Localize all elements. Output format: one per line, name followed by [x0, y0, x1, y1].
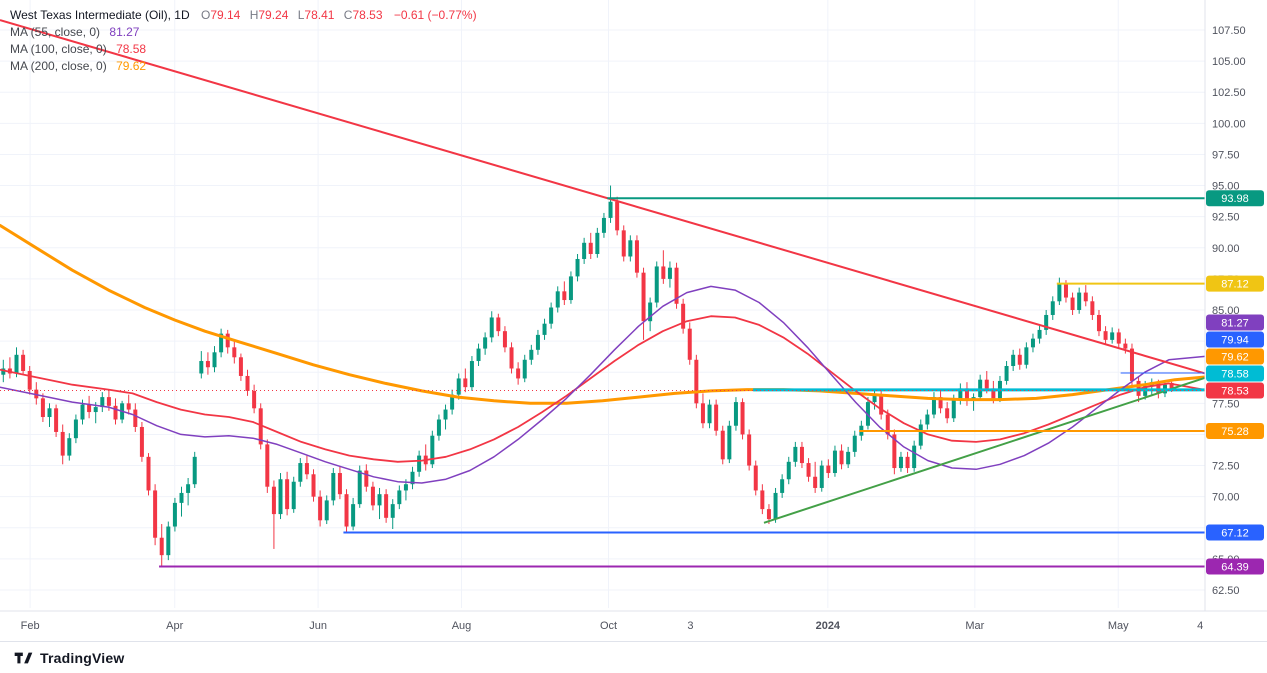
chart-legend: West Texas Intermediate (Oil), 1D O79.14…: [10, 7, 483, 75]
svg-text:64.39: 64.39: [1221, 561, 1249, 573]
price-tick: 92.50: [1212, 212, 1240, 224]
time-tick: Apr: [166, 620, 183, 632]
time-tick: Mar: [965, 620, 984, 632]
price-badge-79.94: [1206, 331, 1264, 348]
price-badge-78.58: [1206, 365, 1264, 382]
svg-text:78.53: 78.53: [1221, 386, 1249, 398]
price-tick: 70.00: [1212, 492, 1240, 504]
svg-text:87.12: 87.12: [1221, 279, 1249, 291]
time-tick: 3: [687, 620, 693, 632]
ma200-label: MA (200, close, 0): [10, 59, 107, 73]
ma55-legend-row[interactable]: MA (55, close, 0) 81.27: [10, 24, 483, 41]
time-tick: 2024: [816, 620, 841, 632]
ma100-legend-row[interactable]: MA (100, close, 0) 78.58: [10, 41, 483, 58]
svg-text:81.27: 81.27: [1221, 318, 1249, 330]
price-tick: 85.00: [1212, 305, 1240, 317]
ma200-legend-row[interactable]: MA (200, close, 0) 79.62: [10, 58, 483, 75]
open-value: 79.14: [210, 8, 241, 22]
ma100-value: 78.58: [116, 42, 147, 56]
close-value: 78.53: [352, 8, 383, 22]
price-tick: 95.00: [1212, 181, 1240, 193]
price-tick: 102.50: [1212, 87, 1246, 99]
price-badge-81.27: [1206, 314, 1264, 331]
time-tick: Aug: [452, 620, 472, 632]
trendlines[interactable]: [0, 19, 1206, 524]
price-tick: 72.50: [1212, 461, 1240, 473]
high-label: H: [249, 8, 259, 22]
change-value: −0.61 (−0.77%): [393, 8, 477, 22]
price-chart-canvas[interactable]: 107.50105.00102.50100.0097.5095.0092.509…: [0, 0, 1267, 641]
tradingview-logo-icon[interactable]: [14, 651, 33, 665]
price-badge-67.12: [1206, 524, 1264, 541]
time-tick: 4: [1197, 620, 1203, 632]
svg-text:75.28: 75.28: [1221, 426, 1249, 438]
horizontal-level-lines[interactable]: [159, 197, 1205, 568]
price-tick: 90.00: [1212, 243, 1240, 255]
price-axis-badges: 93.98 87.12 81.27 79.94 79.62 78.58 78.53 75.28…: [1206, 190, 1264, 575]
moving-average-lines: [0, 223, 1207, 484]
ascending-support: [763, 376, 1206, 524]
svg-text:67.12: 67.12: [1221, 528, 1249, 540]
time-tick: May: [1108, 620, 1129, 632]
svg-text:93.98: 93.98: [1221, 193, 1249, 205]
ma55-label: MA (55, close, 0): [10, 25, 101, 39]
grid-lines: [0, 0, 1205, 608]
price-tick: 77.50: [1212, 398, 1240, 410]
price-tick: 107.50: [1212, 25, 1246, 37]
time-tick: Jun: [309, 620, 327, 632]
ma55-value: 81.27: [109, 25, 140, 39]
price-badge-78.53: [1206, 382, 1264, 399]
ma200-value: 79.62: [116, 59, 147, 73]
low-label: L: [297, 8, 305, 22]
high-value: 79.24: [258, 8, 289, 22]
price-tick: 100.00: [1212, 118, 1246, 130]
close-label: C: [343, 8, 353, 22]
price-badge-64.39: [1206, 558, 1264, 575]
svg-text:79.94: 79.94: [1221, 335, 1249, 347]
svg-text:78.58: 78.58: [1221, 369, 1249, 381]
price-tick: 105.00: [1212, 56, 1246, 68]
descending-resistance: [0, 19, 1206, 375]
footer-bar: TradingView: [0, 641, 1267, 673]
price-badge-93.98: [1206, 190, 1264, 207]
svg-text:79.62: 79.62: [1221, 352, 1249, 364]
time-axis[interactable]: Feb Apr Jun Aug Oct 3 2024 Mar May 4: [0, 610, 1267, 641]
open-label: O: [200, 8, 211, 22]
time-tick: Oct: [600, 620, 617, 632]
symbol-legend-row[interactable]: West Texas Intermediate (Oil), 1D O79.14…: [10, 7, 483, 24]
ma-line: [0, 315, 1206, 463]
price-badge-75.28: [1206, 422, 1264, 439]
ma-line: [0, 223, 1207, 405]
price-tick: 62.50: [1212, 585, 1240, 597]
time-tick: Feb: [21, 620, 40, 632]
price-badge-87.12: [1206, 275, 1264, 292]
ma-line: [0, 285, 1206, 484]
low-value: 78.41: [304, 8, 335, 22]
price-tick: 97.50: [1212, 149, 1240, 161]
tradingview-wordmark[interactable]: TradingView: [40, 649, 125, 666]
price-badge-79.62: [1206, 348, 1264, 365]
ma100-label: MA (100, close, 0): [10, 42, 107, 56]
symbol-title[interactable]: West Texas Intermediate (Oil), 1D: [10, 8, 190, 22]
candlestick-series: [1, 185, 1174, 567]
